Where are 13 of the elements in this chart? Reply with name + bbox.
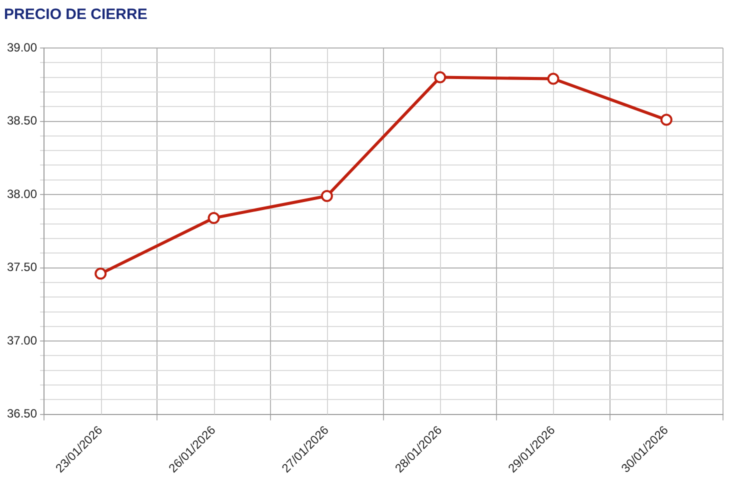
point	[94, 268, 107, 280]
chart-title: PRECIO DE CIERRE	[4, 6, 148, 24]
point	[547, 72, 560, 85]
y-tick-label: 38.00	[7, 186, 38, 201]
point	[434, 71, 446, 84]
y-tick-label: 39.00	[7, 40, 38, 54]
text: 36.50	[7, 406, 38, 421]
point	[208, 212, 220, 224]
y-tick-label: 37.50	[7, 260, 38, 274]
y-tick-label: 37.00	[7, 333, 38, 348]
point	[660, 114, 672, 126]
y-tick-label: 38.50	[7, 114, 38, 128]
point	[320, 190, 333, 202]
